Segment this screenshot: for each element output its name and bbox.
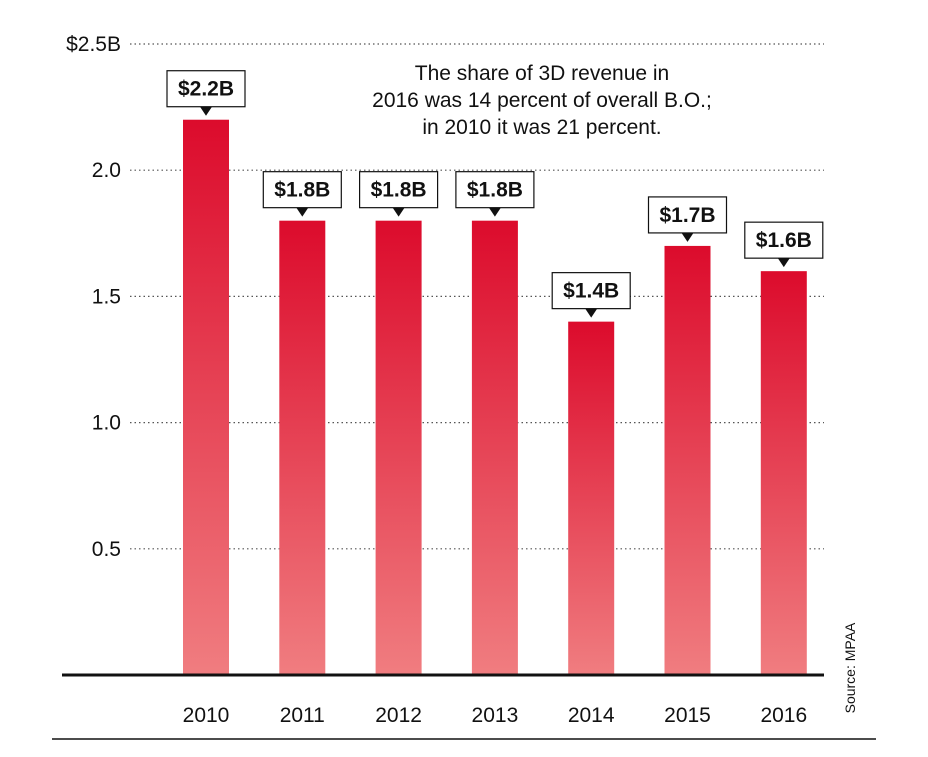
y-tick-label: 2.0 <box>92 159 121 182</box>
value-label-pointer <box>392 207 405 217</box>
value-label-box <box>262 171 342 209</box>
annotation-line-1: The share of 3D revenue in <box>415 62 669 85</box>
value-label-box <box>647 196 728 234</box>
value-labels: $2.2B $1.8B $1.8B $1.8B $1.4B $1.7B $1.6B <box>166 70 824 318</box>
x-tick-label: 2012 <box>375 704 422 727</box>
x-tick-label: 2013 <box>472 704 519 727</box>
value-label-text: $1.8B <box>371 179 427 202</box>
value-label: $1.8B <box>359 171 439 217</box>
value-label-text: $1.6B <box>756 229 812 252</box>
value-label-box <box>455 171 535 209</box>
value-label: $1.6B <box>744 221 824 268</box>
value-label-text: $1.8B <box>274 179 330 202</box>
value-label-box <box>166 70 246 108</box>
y-tick-label: 1.0 <box>92 412 121 435</box>
annotation-line-3: in 2010 it was 21 percent. <box>422 116 661 139</box>
source-note: Source: MPAA <box>842 622 858 713</box>
bar <box>760 271 807 675</box>
value-label: $1.4B <box>551 272 631 318</box>
value-label: $1.8B <box>262 171 342 217</box>
value-label: $1.8B <box>455 171 535 217</box>
x-tick-label: 2010 <box>183 704 230 727</box>
value-label-pointer <box>200 106 212 116</box>
x-tick-label: 2016 <box>760 704 807 727</box>
value-label-box <box>744 221 824 259</box>
x-tick-label: 2014 <box>568 704 615 727</box>
value-label-box <box>551 272 631 310</box>
value-label-pointer <box>488 207 501 217</box>
annotation-line-2: 2016 was 14 percent of overall B.O.; <box>372 89 712 112</box>
bar <box>375 220 422 675</box>
bar <box>471 220 518 675</box>
value-label-text: $1.7B <box>659 204 715 227</box>
value-label-text: $1.4B <box>563 280 619 303</box>
value-label-pointer <box>681 232 694 242</box>
y-tick-label: 0.5 <box>92 538 121 561</box>
x-axis-ticks: 2010 2011 2012 2013 2014 2015 2016 <box>183 704 808 727</box>
value-label-pointer <box>296 207 309 217</box>
bar <box>183 119 229 676</box>
bars <box>183 119 807 676</box>
bar <box>568 321 615 675</box>
value-label: $2.2B <box>166 70 246 116</box>
bar <box>664 245 711 676</box>
x-tick-label: 2011 <box>280 704 325 727</box>
y-tick-label: 1.5 <box>92 285 121 308</box>
y-axis-ticks: 0.5 1.0 1.5 2.0 $2.5B <box>66 33 121 561</box>
value-label-pointer <box>777 258 790 268</box>
value-label-text: $1.8B <box>467 179 523 202</box>
value-label: $1.7B <box>647 196 728 242</box>
bar <box>279 220 326 675</box>
y-tick-label: $2.5B <box>66 33 121 56</box>
x-tick-label: 2015 <box>664 704 711 727</box>
value-label-text: $2.2B <box>178 78 234 101</box>
value-label-pointer <box>585 308 598 318</box>
